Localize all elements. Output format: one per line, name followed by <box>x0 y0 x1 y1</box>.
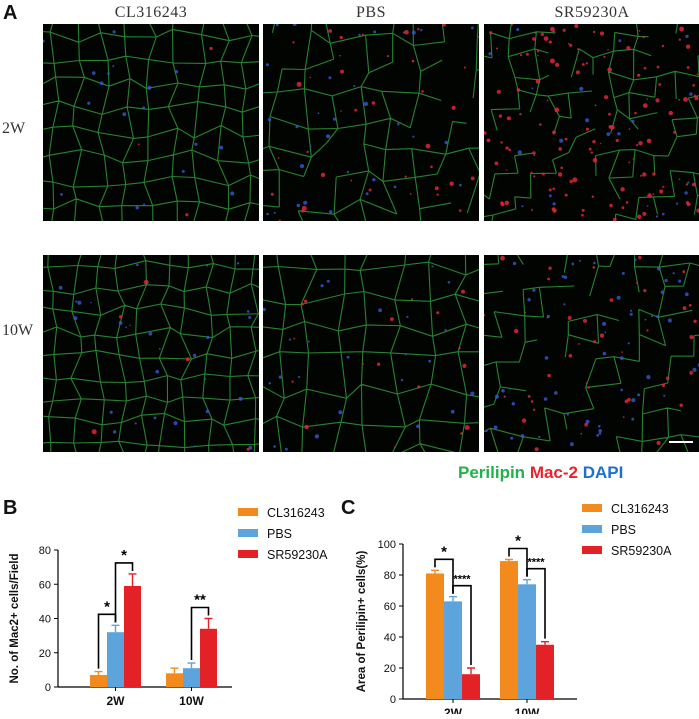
chart-b: 0 20 40 60 80 No. of Mac2+ cells/Field 2W 10W * *… <box>0 490 345 719</box>
stain-legend: Perilipin Mac-2 DAPI <box>458 463 623 483</box>
y-tick-label: 100 <box>378 539 396 551</box>
micrograph-pbs-2w <box>263 24 479 221</box>
chart-c: 0 20 40 60 80 100 Area of Perilipin+ cells(%) 2… <box>345 490 699 719</box>
significance-bracket <box>508 547 528 577</box>
bar <box>107 632 124 687</box>
significance-bracket <box>434 558 454 594</box>
bar <box>518 584 536 699</box>
significance-label: * <box>121 547 127 564</box>
error-bar <box>187 662 196 669</box>
significance-label: **** <box>453 574 471 586</box>
x-tick-label: 10W <box>515 706 540 714</box>
error-bar <box>449 596 457 602</box>
legend-swatch <box>582 525 602 533</box>
x-tick-label: 10W <box>179 694 204 708</box>
stain-dapi: DAPI <box>582 463 624 482</box>
significance-bracket <box>114 562 134 623</box>
x-tick-label: 2W <box>444 706 463 714</box>
y-tick-label: 0 <box>45 682 51 694</box>
significance-label: * <box>104 598 110 615</box>
legend-label: SR59230A <box>267 548 328 562</box>
micrograph-sr59230a-2w <box>484 24 699 221</box>
y-tick-label: 80 <box>384 570 396 582</box>
column-label-pbs: PBS <box>356 4 386 21</box>
panel-label-a: A <box>3 2 18 24</box>
significance-bracket <box>452 584 472 665</box>
column-label-cl316243: CL316243 <box>114 4 188 21</box>
error-bar <box>431 569 439 574</box>
y-tick-label: 60 <box>384 601 396 613</box>
legend-swatch <box>238 508 258 516</box>
row-label-10w: 10W <box>2 322 34 339</box>
significance-bracket <box>190 606 210 661</box>
y-tick-label: 80 <box>39 545 51 557</box>
bar <box>444 601 462 699</box>
y-tick-label: 60 <box>39 579 51 591</box>
error-bar <box>111 624 120 633</box>
stain-mac2: Mac-2 <box>529 463 578 482</box>
error-bar <box>170 667 179 674</box>
y-tick-label: 0 <box>390 694 396 706</box>
stain-perilipin: Perilipin <box>458 463 526 482</box>
legend-label: CL316243 <box>267 506 325 520</box>
bar <box>183 668 200 687</box>
bar <box>462 674 480 699</box>
y-axis-label: Area of Perilipin+ cells(%) <box>356 551 368 693</box>
y-tick-label: 20 <box>39 648 51 660</box>
bar <box>124 585 141 687</box>
bar <box>200 628 217 687</box>
error-bar <box>467 667 475 675</box>
significance-bracket <box>526 567 546 639</box>
legend-swatch <box>582 546 602 554</box>
significance-label: * <box>441 543 447 560</box>
micrograph-cl316243-10w <box>43 255 259 452</box>
bar <box>166 673 183 687</box>
error-bar <box>541 640 549 645</box>
legend-label: CL316243 <box>611 502 669 516</box>
micrograph-pbs-10w <box>263 255 479 452</box>
error-bar <box>128 573 137 586</box>
error-bar <box>94 670 103 676</box>
legend-label: PBS <box>267 527 292 541</box>
x-tick-label: 2W <box>107 694 126 708</box>
y-tick-label: 40 <box>39 614 51 626</box>
legend-swatch <box>582 504 602 512</box>
micrograph-sr59230a-10w <box>484 255 699 452</box>
error-bar <box>505 558 513 562</box>
panel-label-b: B <box>3 497 18 519</box>
bar <box>426 573 444 699</box>
significance-label: * <box>515 533 521 550</box>
bar <box>536 644 554 699</box>
legend-swatch <box>238 529 258 537</box>
y-axis-label: No. of Mac2+ cells/Field <box>9 553 21 683</box>
y-tick-label: 40 <box>384 632 396 644</box>
row-label-2w: 2W <box>2 120 26 137</box>
significance-label: **** <box>527 557 545 569</box>
panel-label-c: C <box>341 497 356 519</box>
micrograph-cl316243-2w <box>43 24 259 221</box>
y-tick-label: 20 <box>384 663 396 675</box>
error-bar <box>523 578 531 585</box>
legend-label: SR59230A <box>611 544 672 558</box>
column-label-sr59230a: SR59230A <box>554 4 630 21</box>
error-bar <box>204 617 213 629</box>
legend-swatch <box>238 550 258 558</box>
legend-label: PBS <box>611 523 636 537</box>
significance-label: ** <box>194 592 206 609</box>
bar <box>90 675 107 687</box>
bar <box>500 561 518 699</box>
